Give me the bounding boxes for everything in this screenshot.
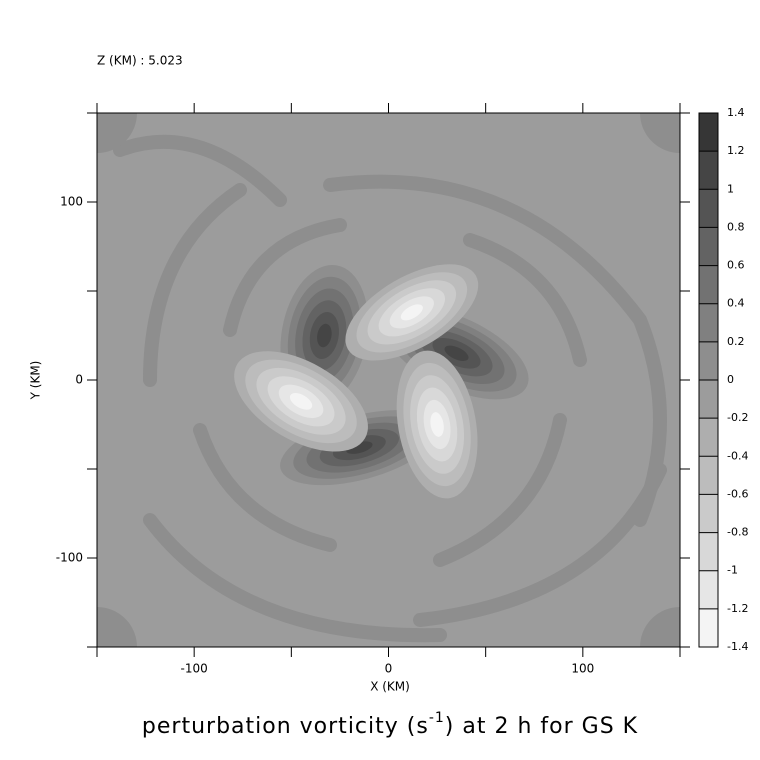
colorbar-label: -0.6	[727, 487, 748, 500]
contour-band	[323, 174, 667, 527]
contour-corner	[640, 607, 680, 647]
contour-band	[223, 218, 347, 337]
contour-region	[289, 393, 313, 410]
colorbar-label: 0.6	[727, 259, 745, 272]
contour-region	[317, 323, 332, 348]
colorbar-label: 0	[727, 373, 734, 386]
colorbar-cell	[699, 151, 718, 190]
contour-field	[97, 113, 680, 647]
colorbar-cell	[699, 265, 718, 304]
x-tick-label: 0	[385, 662, 393, 676]
colorbar-label: -1	[727, 564, 738, 577]
colorbar-label: 1	[727, 182, 734, 195]
colorbar-cell	[699, 227, 718, 266]
y-tick-label: -100	[56, 551, 83, 565]
y-axis-label: Y (KM)	[29, 361, 43, 401]
contour-band	[113, 134, 287, 207]
x-tick-label: 100	[571, 662, 594, 676]
colorbar-cell	[699, 418, 718, 457]
colorbar-cell	[699, 532, 718, 571]
contour-band	[433, 413, 567, 567]
colorbar-cell	[699, 113, 718, 152]
colorbar-cell	[699, 570, 718, 609]
contour-region	[444, 345, 469, 361]
title-text: perturbation vorticity (s	[142, 714, 429, 739]
contour-band	[463, 233, 587, 367]
y-tick-label: 100	[60, 195, 83, 209]
colorbar-label: 1.4	[727, 106, 745, 119]
contour-band	[193, 423, 337, 552]
y-tick-label: 0	[75, 373, 83, 387]
colorbar-cell	[699, 380, 718, 419]
contour-band	[143, 183, 247, 387]
colorbar-label: -1.2	[727, 602, 748, 615]
contour-corner	[97, 113, 137, 153]
colorbar-cell	[699, 189, 718, 228]
colorbar-label: -0.2	[727, 411, 748, 424]
title-superscript: -1	[429, 710, 445, 726]
title-text-end: ) at 2 h for GS K	[445, 714, 638, 739]
contour-region	[400, 304, 423, 321]
contour-corner	[97, 607, 137, 647]
colorbar-label: 0.4	[727, 297, 745, 310]
contour-band	[413, 463, 667, 627]
colorbar-label: -1.4	[727, 640, 748, 653]
colorbar-cell	[699, 341, 718, 380]
colorbar-cell	[699, 494, 718, 533]
contour-band	[143, 513, 447, 643]
colorbar-cell	[699, 456, 718, 495]
colorbar-cell	[699, 608, 718, 647]
contour-region	[430, 412, 444, 437]
colorbar-label: -0.8	[727, 526, 748, 539]
colorbar-label: 0.8	[727, 220, 745, 233]
chart-title: perturbation vorticity (s-1) at 2 h for …	[142, 710, 638, 739]
x-axis-label: X (KM)	[370, 680, 410, 694]
colorbar-cell	[699, 303, 718, 342]
colorbar-label: -0.4	[727, 449, 748, 462]
subtitle: Z (KM) : 5.023	[97, 54, 183, 68]
contour-corner	[640, 113, 680, 153]
colorbar-label: 0.2	[727, 335, 745, 348]
colorbar-label: 1.2	[727, 144, 745, 157]
x-tick-label: -100	[181, 662, 208, 676]
